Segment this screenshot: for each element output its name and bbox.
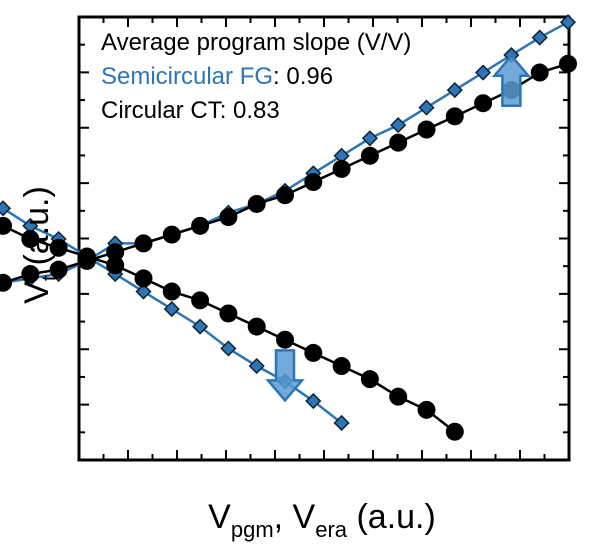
y-axis-label-sub: t	[37, 275, 62, 281]
x-axis-label-sub1: pgm	[231, 517, 274, 542]
circular-ct-erase-point	[134, 269, 153, 288]
circular-ct-program-point	[106, 243, 125, 262]
circular-ct-program-point	[162, 225, 181, 244]
semicircular-fg-program-point	[446, 82, 463, 99]
circular-ct-program-point	[332, 159, 351, 178]
plot-frame	[77, 15, 571, 462]
y-axis-label-unit: (a.u.)	[18, 186, 56, 275]
circular-ct-erase-point	[247, 317, 266, 336]
circular-ct-erase-point	[304, 343, 323, 362]
circular-ct-program-point	[21, 265, 40, 284]
annotation-title: Average program slope (V/V)	[101, 29, 411, 56]
x-axis-label-sep: , V	[274, 498, 316, 536]
circular-ct-erase-line	[2, 224, 456, 433]
annotation-fg-name: Semicircular FG	[101, 63, 273, 90]
x-axis-label: Vpgm, Vera (a.u.)	[208, 498, 436, 542]
circular-ct-erase-point	[445, 422, 464, 441]
semicircular-fg-erase-point	[305, 392, 322, 410]
semicircular-fg-program-point	[559, 14, 577, 31]
circular-ct-erase-point	[106, 256, 125, 275]
semicircular-fg-erase-point	[333, 414, 350, 432]
circular-ct-program-point	[417, 120, 436, 139]
circular-ct-erase-point	[332, 357, 351, 376]
direction-arrows	[265, 53, 532, 403]
x-axis-label-sub2: era	[315, 517, 348, 542]
semicircular-fg-erase-point	[248, 357, 265, 375]
circular-ct-erase-point	[389, 387, 408, 406]
y-axis-label: Vt (a.u.)	[18, 186, 62, 304]
circular-ct-program-point	[0, 273, 12, 292]
semicircular-fg-program-point	[361, 130, 378, 147]
annotation-ct: Circular CT: 0.83	[101, 97, 280, 124]
circular-ct-erase-point	[360, 370, 379, 389]
semicircular-fg-program-point	[475, 64, 492, 81]
circular-ct-erase-point	[77, 247, 96, 266]
semicircular-fg-program-point	[531, 29, 548, 46]
annotation-fg-value: : 0.96	[273, 63, 333, 90]
circular-ct-program-point	[304, 173, 323, 192]
annotation-ct-name: Circular CT	[101, 97, 223, 124]
semicircular-fg-erase-point	[163, 301, 180, 318]
circular-ct-program-point	[389, 133, 408, 152]
circular-ct-program-point	[276, 186, 294, 205]
circular-ct-erase-point	[191, 291, 210, 310]
arrow-up	[491, 53, 532, 107]
circular-ct-erase-point	[276, 330, 294, 349]
y-axis-label-main: V	[18, 281, 56, 304]
circular-ct-program-point	[219, 208, 238, 227]
circular-ct-program-point	[134, 234, 153, 253]
semicircular-fg-erase-point	[192, 318, 209, 335]
circular-ct-erase-point	[417, 400, 436, 419]
circular-ct-program-point	[474, 94, 493, 113]
annotation-fg: Semicircular FG: 0.96	[101, 63, 333, 90]
x-axis-label-main: V	[208, 498, 231, 536]
circular-ct-erase-point	[162, 282, 181, 301]
circular-ct-erase-point	[219, 304, 238, 323]
circular-ct-program-point	[360, 146, 379, 165]
arrow-down	[265, 349, 305, 403]
semicircular-fg-program-point	[418, 99, 435, 116]
circular-ct-program-point	[191, 216, 210, 235]
semicircular-fg-erase-point	[220, 340, 237, 357]
semicircular-fg-erase-point	[135, 283, 152, 300]
semicircular-fg-program-point	[390, 117, 407, 134]
circular-ct-program-point	[559, 54, 577, 73]
circular-ct-program-point	[49, 260, 68, 279]
semicircular-fg-erase-point	[0, 200, 12, 217]
circular-ct-erase-point	[21, 230, 40, 248]
series-markers	[0, 14, 577, 441]
circular-ct-program-point	[530, 63, 549, 82]
semicircular-fg-program-line	[2, 21, 569, 285]
circular-ct-program-point	[247, 194, 266, 213]
circular-ct-erase-point	[49, 238, 68, 257]
x-axis-label-unit: (a.u.)	[347, 498, 436, 536]
circular-ct-erase-point	[0, 216, 12, 235]
circular-ct-program-point	[445, 107, 464, 126]
annotation-ct-value: : 0.83	[220, 97, 280, 124]
